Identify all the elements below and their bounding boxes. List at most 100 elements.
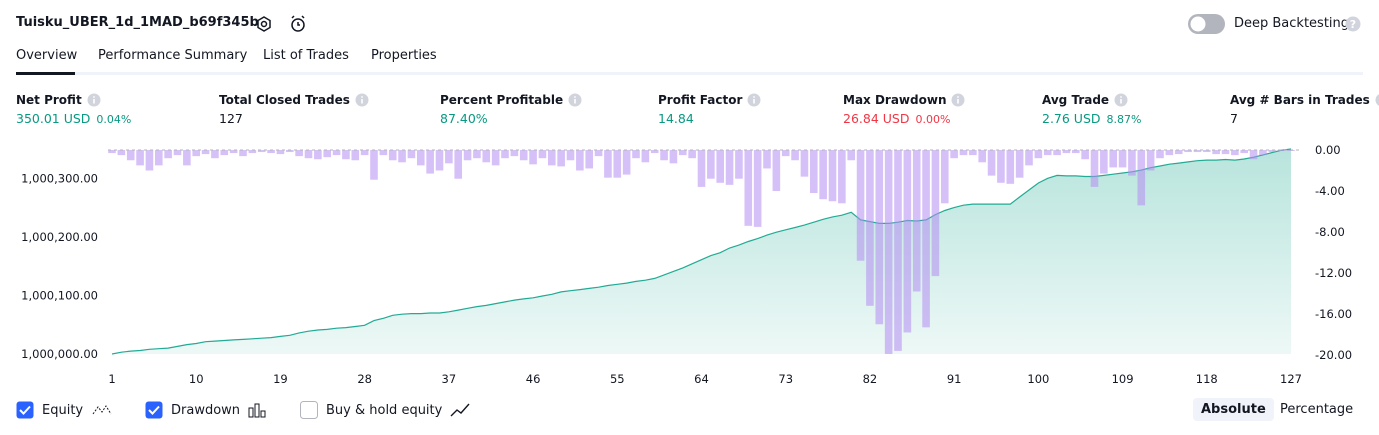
info-icon[interactable] [87,93,101,107]
legend-control[interactable]: Drawdown [145,401,270,419]
metric-value-row: 14.84 [658,111,761,126]
metric-label: Net Profit [16,93,82,107]
help-icon[interactable]: ? [1345,16,1363,34]
drawdown-bar [987,150,996,176]
metric-label-row: Avg Trade [1042,93,1141,107]
drawdown-bar [1053,150,1061,156]
drawdown-bar [295,150,303,157]
metric-value: 350.01 USD [16,111,91,126]
drawdown-bar [211,150,219,159]
tab[interactable]: Properties [371,48,437,63]
metric: Percent Profitable 87.40% [440,93,582,126]
active-tab-underline [16,72,75,75]
drawdown-bar [632,150,640,159]
scale-button[interactable]: Percentage [1280,402,1354,417]
info-stem [753,99,756,104]
drawdown-bar [819,150,827,200]
drawdown-bar [314,150,322,160]
drawdown-bar [688,150,696,159]
drawdown-bar [1025,150,1033,166]
legend-label: Drawdown [171,402,241,418]
drawdown-bar [1081,150,1089,160]
drawdown-bar [145,150,154,171]
metric-change: 0.04% [96,113,132,126]
toggle[interactable] [1187,13,1227,35]
info-icon[interactable] [1114,93,1128,107]
info-stem [574,99,576,104]
checkbox[interactable] [145,401,163,419]
drawdown-bar [912,150,921,292]
info-dot [574,96,576,98]
info-icon[interactable] [1375,93,1379,107]
drawdown-bar [463,150,472,161]
drawdown-bar [1006,150,1015,184]
x-tick-label: 109 [1112,372,1134,386]
y2-tick-label: -20.00 [1315,348,1352,362]
x-tick-label: 73 [778,372,793,386]
tab[interactable]: Performance Summary [98,48,248,63]
metric-label-row: Max Drawdown [843,93,965,107]
drawdown-bar [1231,150,1239,156]
tab[interactable]: List of Trades [263,48,349,63]
drawdown-bar [1071,150,1080,154]
deep-backtesting-label: Deep Backtesting [1234,16,1350,31]
info-icon[interactable] [747,93,761,107]
drawdown-bar [725,150,734,185]
drawdown-bar [547,150,556,166]
drawdown-bar [173,150,182,156]
metric-label-row: Avg # Bars in Trades [1230,93,1379,107]
drawdown-bar [360,150,369,156]
metric-value: 7 [1230,111,1238,126]
drawdown-bar [781,150,790,157]
drawdown-bar [847,150,856,161]
drawdown-bar [1268,150,1277,153]
drawdown-bar [248,150,257,154]
checkbox[interactable] [16,401,34,419]
drawdown-bar [697,150,706,187]
x-tick-label: 82 [863,372,878,386]
x-tick-label: 1 [108,372,115,386]
tab[interactable]: Overview [16,48,78,63]
legend-label: Buy & hold equity [326,402,443,418]
drawdown-bar [557,150,565,167]
y2-tick-label: -16.00 [1315,307,1352,321]
drawdown-bar [201,150,210,155]
drawdown-bar [1118,150,1127,168]
y2-tick-label: -4.00 [1315,184,1345,198]
info-dot [361,96,363,98]
alert-icon[interactable] [291,18,305,32]
metric-label-row: Percent Profitable [440,93,582,107]
settings-icon[interactable] [257,16,271,32]
drawdown-bar [707,150,715,179]
y2-tick-label: -8.00 [1315,225,1345,239]
info-dot [92,96,95,98]
info-icon[interactable] [951,93,965,107]
metric: Max Drawdown 26.84 USD 0.00% [843,93,965,126]
info-stem [92,99,95,104]
drawdown-bar [772,150,781,191]
checkbox-box [145,401,163,419]
checkmark [148,405,160,415]
x-tick-label: 19 [273,372,288,386]
metric-label: Percent Profitable [440,93,564,107]
header-icons[interactable] [255,14,315,36]
drawdown-bar [445,150,453,164]
legend-control[interactable]: Equity [16,401,113,419]
checkbox[interactable] [300,401,318,419]
drawdown-bar [931,150,940,277]
metric-change: 0.00% [915,113,951,126]
drawdown-bar [117,150,126,156]
legend-control[interactable]: Buy & hold equity [300,401,472,419]
metric: Net Profit 350.01 USD 0.04% [16,93,131,126]
info-stem [361,99,363,104]
info-icon[interactable] [355,93,369,107]
drawdown-bar [875,150,884,325]
metric-value: 127 [219,111,243,126]
tab-divider [16,72,1363,75]
info-icon[interactable] [568,93,582,107]
drawdown-bar [154,150,163,166]
drawdown-bar [136,150,144,166]
scale-button[interactable]: Absolute [1193,398,1274,421]
metric: Total Closed Trades 127 [219,93,369,126]
